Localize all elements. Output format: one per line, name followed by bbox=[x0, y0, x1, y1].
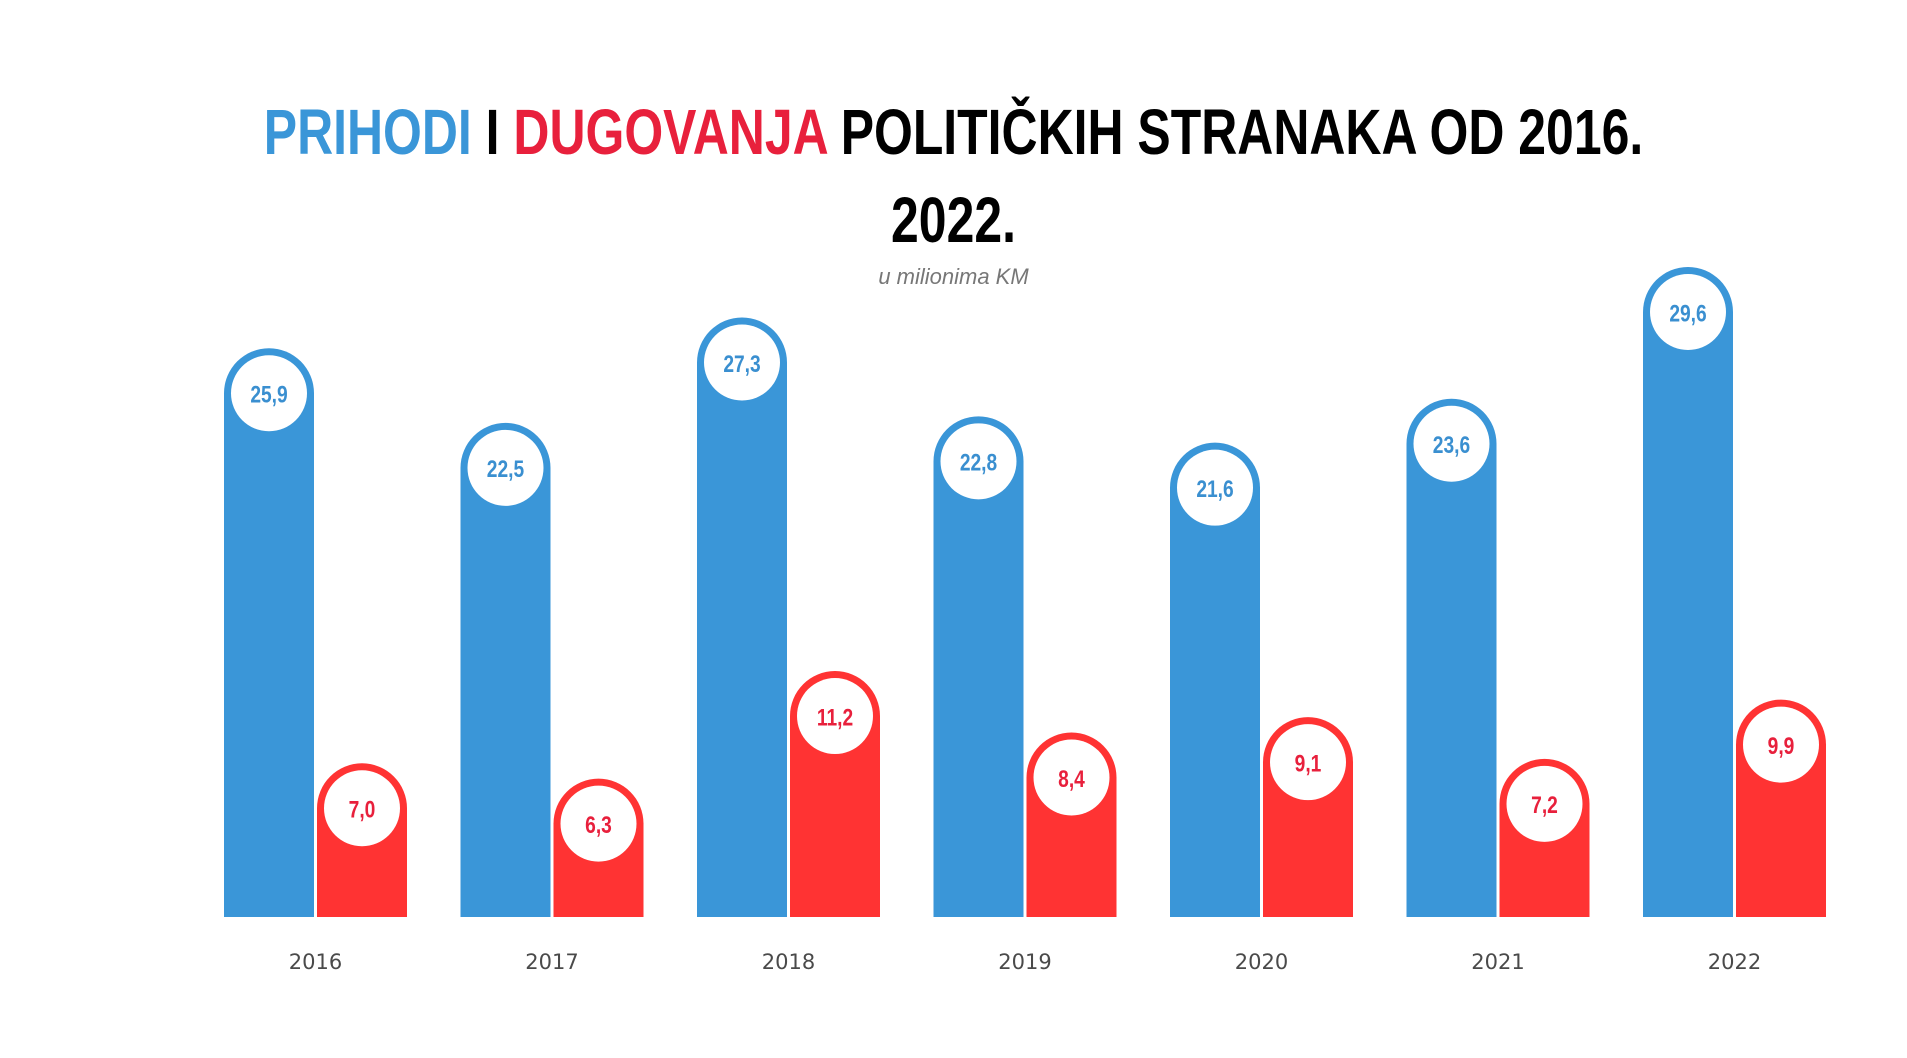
x-tick-label-2021: 2021 bbox=[1471, 950, 1524, 974]
value-label-dugovanja-2019: 8,4 bbox=[1058, 765, 1085, 793]
value-label-prihodi-2020: 21,6 bbox=[1196, 475, 1233, 503]
value-bubble-dugovanja-2022 bbox=[1743, 706, 1819, 783]
value-label-prihodi-2019: 22,8 bbox=[960, 449, 997, 477]
x-tick-label-2018: 2018 bbox=[762, 950, 815, 974]
title-and: I bbox=[471, 96, 514, 168]
chart-title: PRIHODI I DUGOVANJA POLITIČKIH STRANAKA … bbox=[210, 88, 1697, 264]
value-label-dugovanja-2018: 11,2 bbox=[817, 703, 853, 731]
value-bubble-dugovanja-2021 bbox=[1506, 765, 1583, 842]
value-bubble-dugovanja-2018 bbox=[797, 678, 873, 755]
bar-prihodi-2018 bbox=[697, 317, 787, 917]
value-bubble-prihodi-2017 bbox=[467, 429, 544, 506]
value-label-dugovanja-2016: 7,0 bbox=[349, 795, 376, 823]
value-label-prihodi-2017: 22,5 bbox=[487, 455, 524, 483]
value-label-dugovanja-2020: 9,1 bbox=[1295, 749, 1322, 777]
value-label-prihodi-2016: 25,9 bbox=[250, 380, 287, 408]
bar-prihodi-2019 bbox=[933, 416, 1024, 917]
value-bubble-prihodi-2019 bbox=[940, 423, 1017, 500]
value-bubble-prihodi-2016 bbox=[231, 355, 307, 432]
value-label-prihodi-2021: 23,6 bbox=[1433, 431, 1470, 459]
value-label-prihodi-2018: 27,3 bbox=[723, 350, 760, 378]
bar-prihodi-2022 bbox=[1643, 267, 1733, 917]
bar-prihodi-2021 bbox=[1406, 398, 1497, 917]
bar-prihodi-2020 bbox=[1170, 442, 1260, 917]
value-label-dugovanja-2021: 7,2 bbox=[1531, 791, 1558, 819]
title-rest: POLITIČKIH STRANAKA OD 2016. bbox=[826, 96, 1644, 168]
x-tick-label-2017: 2017 bbox=[525, 950, 578, 974]
value-bubble-dugovanja-2020 bbox=[1270, 724, 1346, 801]
value-bubble-dugovanja-2019 bbox=[1033, 739, 1110, 816]
bar-prihodi-2017 bbox=[460, 422, 551, 917]
value-bubble-prihodi-2018 bbox=[704, 324, 780, 401]
x-tick-label-2020: 2020 bbox=[1235, 950, 1288, 974]
title-line2: 2022. bbox=[891, 184, 1016, 256]
value-label-prihodi-2022: 29,6 bbox=[1669, 299, 1706, 327]
x-tick-label-2022: 2022 bbox=[1708, 950, 1761, 974]
x-tick-label-2019: 2019 bbox=[998, 950, 1051, 974]
value-bubble-prihodi-2020 bbox=[1177, 449, 1253, 526]
x-tick-label-2016: 2016 bbox=[289, 950, 342, 974]
value-label-dugovanja-2022: 9,9 bbox=[1768, 732, 1795, 760]
value-label-dugovanja-2017: 6,3 bbox=[585, 811, 612, 839]
value-bubble-prihodi-2021 bbox=[1413, 405, 1490, 482]
chart-subtitle: u milionima KM bbox=[878, 264, 1029, 289]
title-income: PRIHODI bbox=[263, 96, 472, 168]
value-bubble-prihodi-2022 bbox=[1650, 274, 1726, 350]
bar-prihodi-2016 bbox=[224, 348, 314, 917]
value-bubble-dugovanja-2016 bbox=[324, 770, 400, 847]
value-bubble-dugovanja-2017 bbox=[560, 785, 637, 862]
title-debts: DUGOVANJA bbox=[513, 96, 827, 168]
